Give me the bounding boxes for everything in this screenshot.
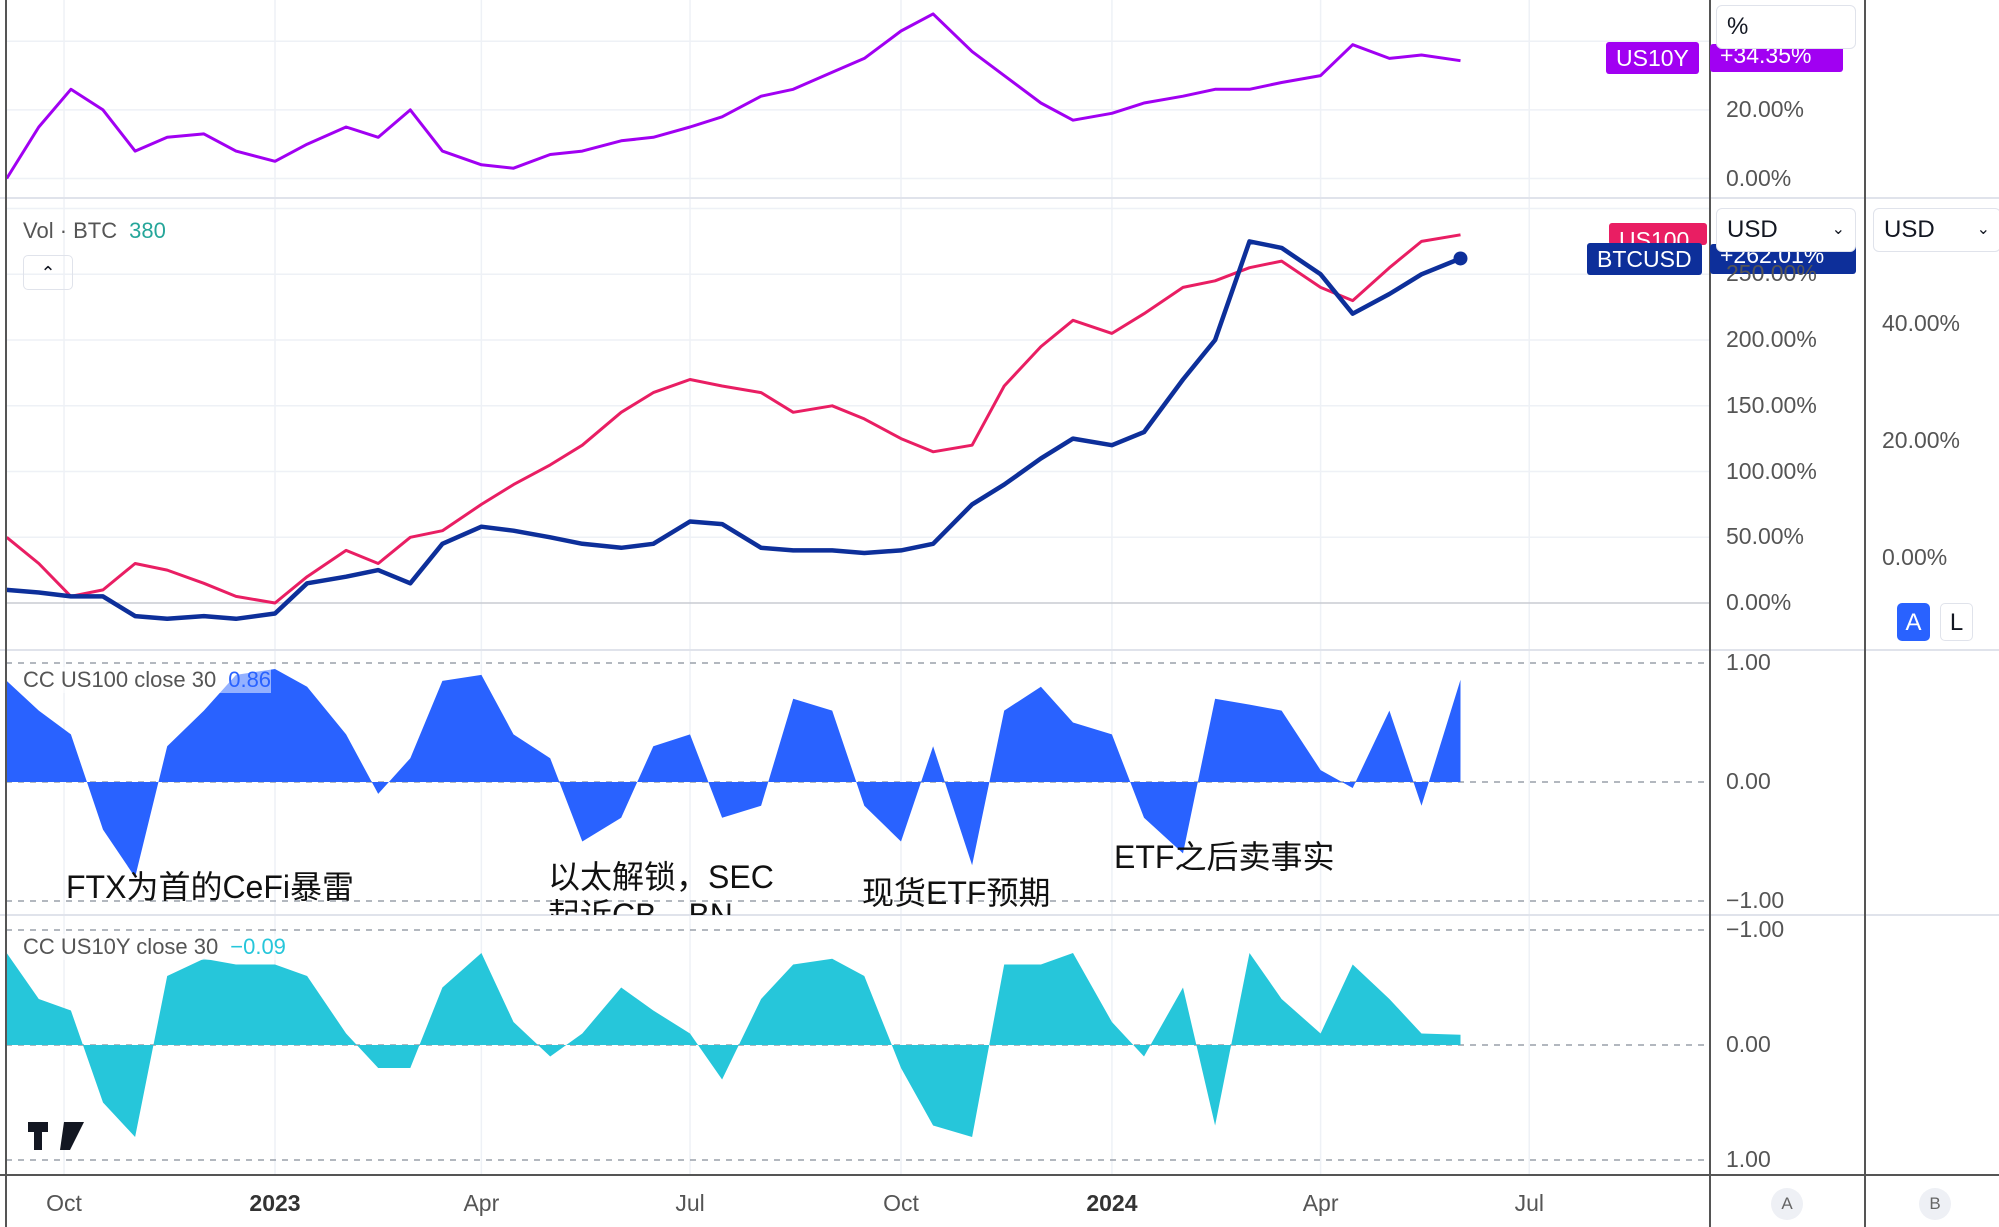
x-tick-label: Oct (883, 1190, 919, 1216)
volume-legend-label: Vol · BTC (23, 218, 118, 243)
btcusd-line (6, 239, 1462, 622)
btcusd-last-point (1453, 251, 1468, 266)
scale-mode-value: % (1727, 13, 1749, 40)
currency-left-value: USD (1727, 216, 1778, 243)
y-tick-label: 0.00 (1726, 1031, 1771, 1057)
x-tick-label: Oct (46, 1190, 82, 1216)
y-tick-label: −1.00 (1726, 916, 1785, 942)
y-tick-label: 0.00 (1726, 768, 1771, 794)
y-tick-label: 20.00% (1882, 427, 1961, 453)
x-tick-label: Apr (463, 1190, 500, 1216)
annotation-sec-suit: 起诉CB、BN (548, 897, 733, 915)
y-tick-label: 20.00% (1726, 95, 1805, 122)
y-tick-label: 250.00% (1726, 260, 1817, 287)
currency-select-left[interactable]: USD ⌄ (1716, 208, 1856, 252)
us10y-line (5, 12, 1461, 180)
y-tick-label: 0.00% (1882, 544, 1948, 570)
y-tick-label: 100.00% (1726, 457, 1817, 484)
cc-us100-legend-label: CC US100 close 30 (23, 667, 217, 692)
y-tick-label: 1.00 (1726, 649, 1771, 675)
tradingview-logo-icon[interactable] (28, 1122, 84, 1152)
volume-legend-value: 380 (129, 218, 166, 243)
cc-us10y-legend: CC US10Y close 30 −0.09 (23, 934, 286, 960)
y-tick-label: 200.00% (1726, 326, 1817, 352)
volume-legend: Vol · BTC 380 (23, 218, 166, 244)
x-tick-label: 2024 (1086, 1190, 1138, 1216)
cc-us100-area (6, 669, 1461, 878)
annotation-etf-sell: ETF之后卖事实 (1114, 839, 1335, 875)
annotation-eth-unlock: 以太解锁，SEC (548, 859, 774, 895)
x-tick-label: Apr (1302, 1190, 1339, 1216)
cc-us100-legend-value: 0.86 (228, 667, 272, 692)
y-tick-label: 1.00 (1726, 1146, 1771, 1172)
annotation-clip: 以太解锁，SEC 起诉CB、BN (6, 650, 1710, 915)
x-tick-label: Jul (675, 1190, 705, 1216)
pane-a-button[interactable]: A (1771, 1188, 1803, 1220)
us10y-symbol-badge: US10Y (1606, 42, 1699, 74)
us100-line (5, 233, 1461, 605)
y-tick-label: 0.00% (1726, 589, 1792, 615)
currency-right-value: USD (1884, 216, 1935, 243)
currency-select-right[interactable]: USD ⌄ (1873, 208, 1999, 252)
y-tick-label: 0.00% (1726, 164, 1792, 191)
cc-us10y-legend-label: CC US10Y close 30 (23, 934, 219, 959)
cc-us100-legend: CC US100 close 30 0.86 (23, 667, 272, 693)
log-scale-button[interactable]: L (1940, 603, 1973, 641)
us100-symbol-badge: US100 (1609, 223, 1707, 245)
x-tick-label: Jul (1514, 1190, 1544, 1216)
y-tick-label: 40.00% (1882, 310, 1961, 336)
y-tick-label: −1.00 (1726, 887, 1785, 913)
cc-us10y-area (6, 953, 1461, 1137)
y-tick-label: 150.00% (1726, 391, 1817, 418)
annotation-ftx: FTX为首的CeFi暴雷 (66, 869, 355, 905)
y-tick-label: 50.00% (1726, 523, 1805, 550)
chevron-down-icon: ⌄ (1831, 221, 1845, 238)
annotation-spot-etf: 现货ETF预期 (862, 875, 1051, 911)
x-tick-label: 2023 (249, 1190, 301, 1216)
btcusd-symbol-badge: BTCUSD (1587, 243, 1702, 275)
scale-mode-field[interactable]: % (1716, 5, 1856, 49)
chevron-down-icon: ⌄ (1976, 221, 1990, 238)
chevron-up-icon: ⌃ (40, 263, 56, 283)
cc-us10y-legend-value: −0.09 (230, 934, 286, 959)
collapse-button[interactable]: ⌃ (23, 255, 73, 290)
pane-b-button[interactable]: B (1919, 1188, 1951, 1220)
auto-scale-button[interactable]: A (1897, 603, 1930, 641)
